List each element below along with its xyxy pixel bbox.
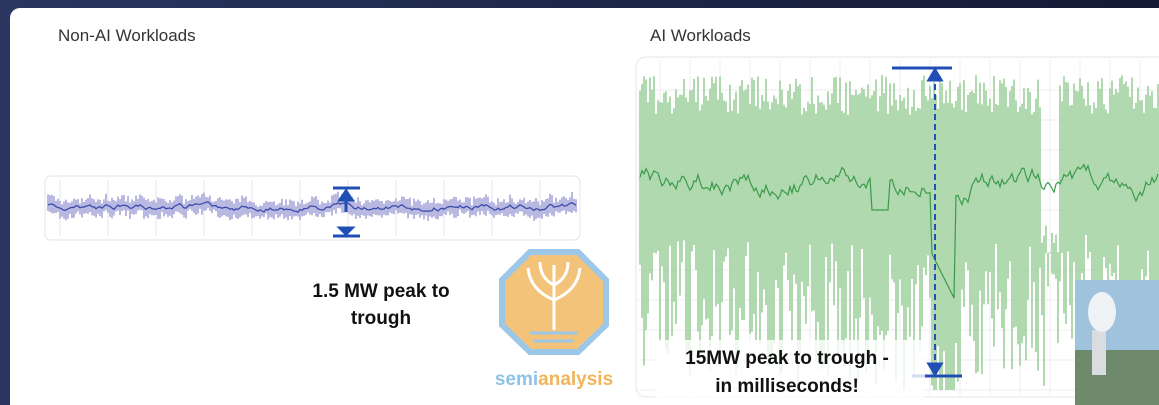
right-title: AI Workloads	[650, 26, 751, 45]
right-annotation: 15MW peak to trough -	[685, 348, 889, 369]
slide: Non-AI Workloads AI Workloads 1.5 MW pea…	[0, 0, 1159, 405]
right-annotation: in milliseconds!	[715, 376, 859, 397]
left-annotation: trough	[351, 308, 411, 329]
logo-text: semi	[495, 369, 538, 390]
svg-text:semianalysis: semianalysis	[495, 369, 613, 390]
left-annotation: 1.5 MW peak to	[312, 281, 449, 302]
page: Non-AI Workloads AI Workloads 1.5 MW pea…	[0, 0, 1159, 405]
logo-text: analysis	[538, 369, 613, 390]
left-title: Non-AI Workloads	[58, 26, 196, 45]
photo-thumbnail	[1075, 280, 1159, 405]
logo: semianalysis	[495, 252, 613, 390]
